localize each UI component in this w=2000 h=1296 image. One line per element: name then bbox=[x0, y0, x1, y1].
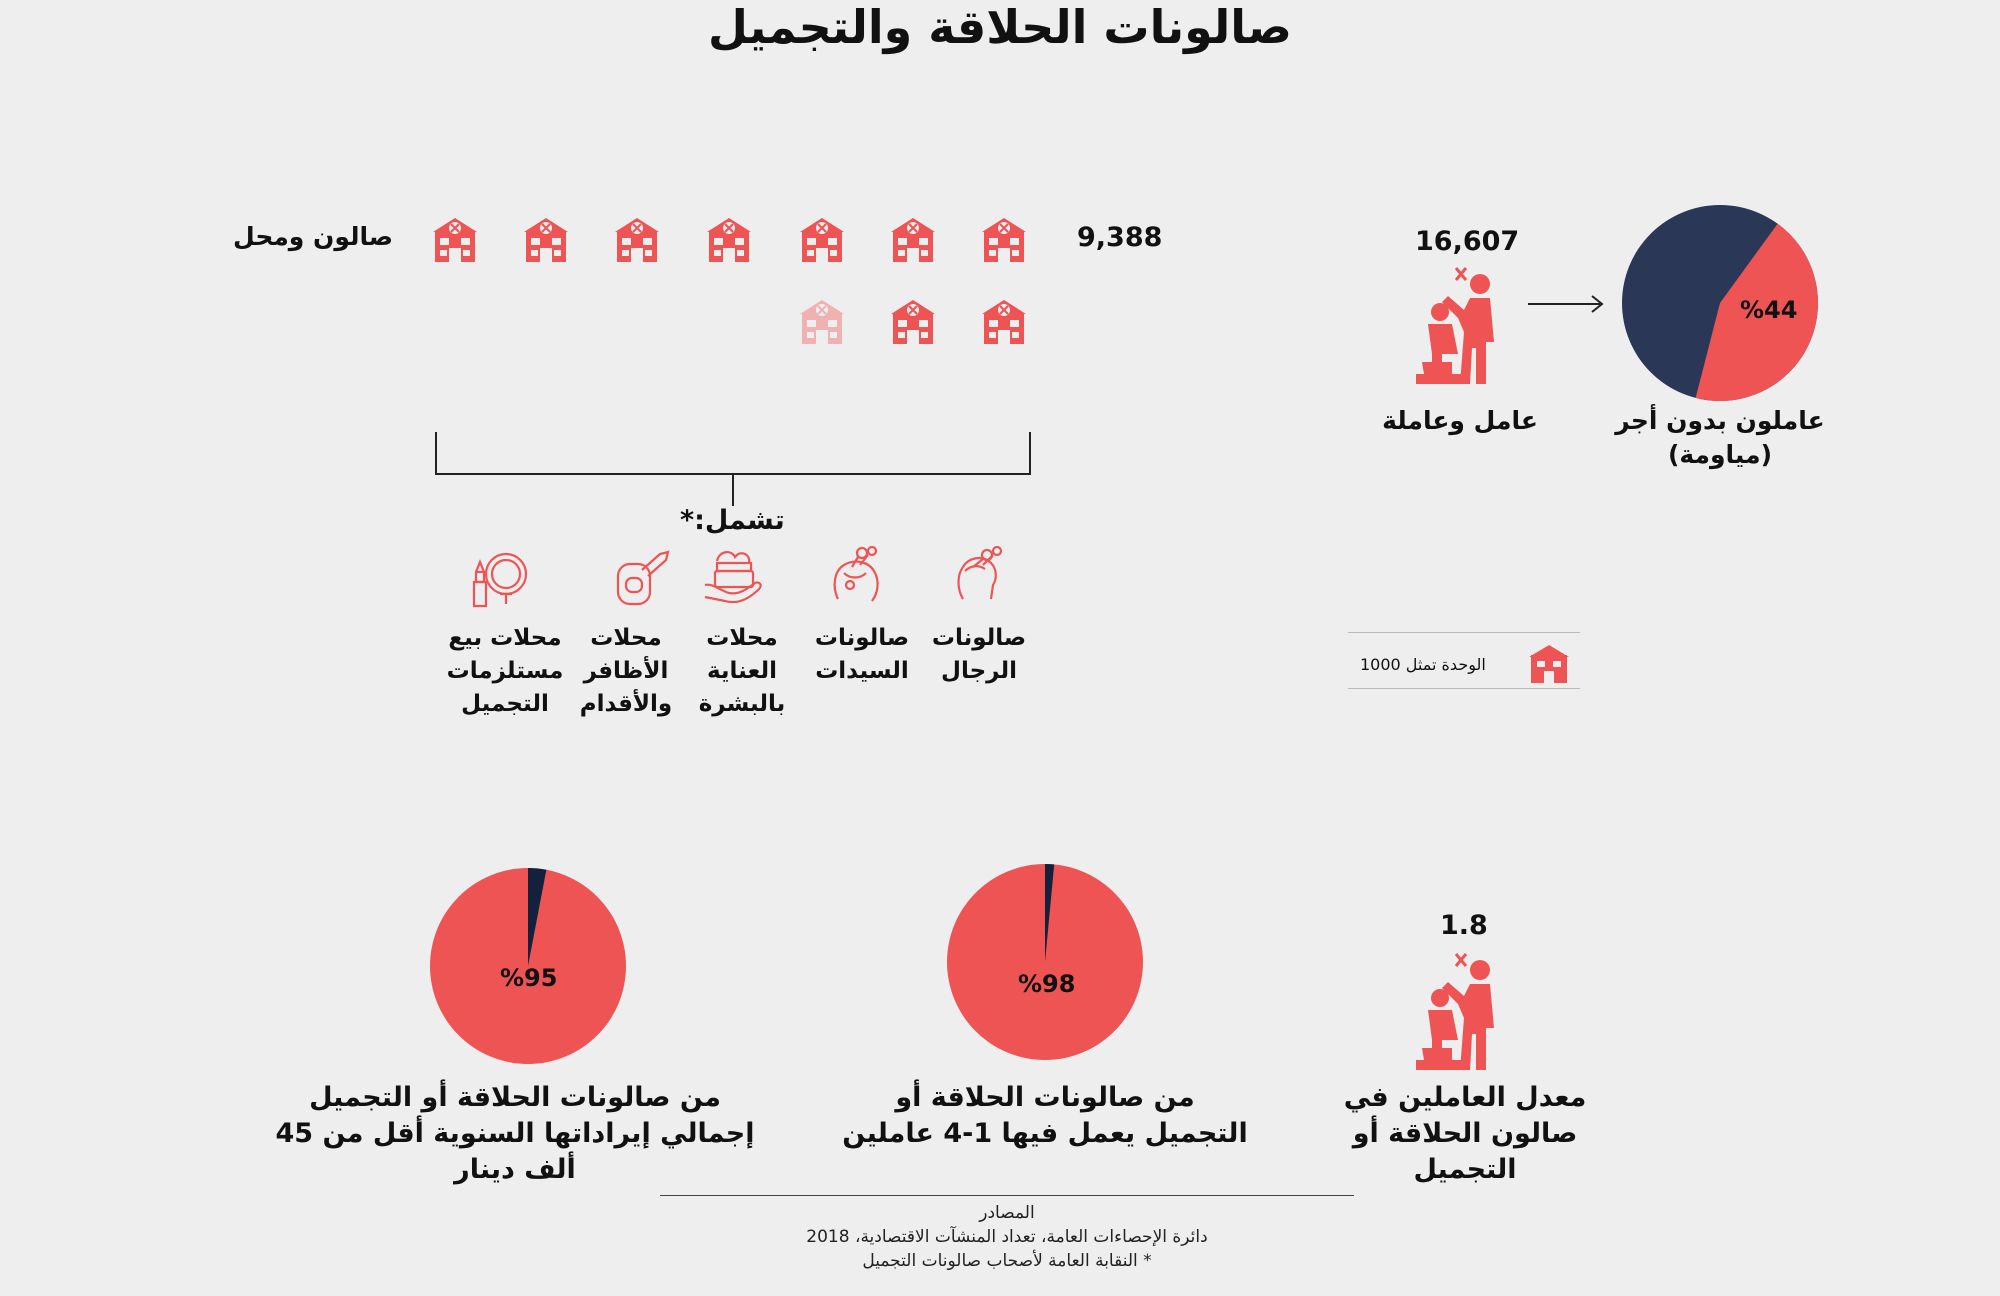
salon-unit-icon bbox=[978, 296, 1030, 348]
barber-with-customer-icon-2 bbox=[1412, 948, 1512, 1073]
pie-remainder-slice bbox=[1045, 864, 1055, 962]
includes-label: تشمل:* bbox=[680, 505, 785, 536]
sources-line-2: * النقابة العامة لأصحاب صالونات التجميل bbox=[862, 1251, 1152, 1271]
legend-rule bbox=[1348, 632, 1580, 633]
legend-rule-bottom bbox=[1348, 688, 1580, 689]
skin-care-cream-icon bbox=[703, 545, 765, 607]
salon-unit-icon bbox=[703, 214, 755, 266]
man-haircut-icon bbox=[953, 545, 1003, 603]
legend-text: الوحدة تمثل 1000 bbox=[1360, 655, 1486, 674]
salon-unit-icon bbox=[978, 214, 1030, 266]
cosmetics-mirror-lipstick-icon bbox=[470, 548, 532, 610]
salon-unit-icon bbox=[429, 214, 481, 266]
category-label-cosmetics-supplies: محلات بيع مستلزمات التجميل bbox=[446, 625, 564, 717]
workers-label: عامل وعاملة bbox=[1382, 406, 1538, 435]
salon-unit-icon bbox=[796, 296, 848, 348]
salon-unit-icon bbox=[611, 214, 663, 266]
unpaid-workers-pie bbox=[1622, 205, 1818, 401]
category-label-skin-care: محلات العناية بالبشرة bbox=[698, 625, 786, 717]
pie-remainder-slice bbox=[528, 868, 547, 966]
salon-building-icon bbox=[1527, 641, 1571, 685]
pie-unpaid-slice bbox=[1695, 223, 1818, 401]
salon-label: صالون ومحل bbox=[233, 222, 393, 251]
nail-polish-icon bbox=[612, 548, 674, 608]
sources-rule bbox=[660, 1195, 1354, 1196]
small-workforce-label: من صالونات الحلاقة أو التجميل يعمل فيها … bbox=[842, 1082, 1248, 1149]
avg-workers-label: معدل العاملين في صالون الحلاقة أو التجمي… bbox=[1343, 1082, 1587, 1185]
category-label-nails: محلات الأظافر والأقدام bbox=[579, 625, 673, 717]
small-workforce-percent: %98 bbox=[1018, 970, 1076, 998]
woman-hair-icon bbox=[830, 545, 886, 605]
sources-line-1: دائرة الإحصاءات العامة، تعداد المنشآت ال… bbox=[806, 1227, 1208, 1247]
salon-count: 9,388 bbox=[1077, 222, 1163, 253]
unpaid-workers-label: عاملون بدون أجر (مياومة) bbox=[1615, 406, 1825, 469]
salon-unit-icon bbox=[887, 296, 939, 348]
category-label-men-salons: صالونات الرجال bbox=[931, 625, 1027, 684]
revenue-label: من صالونات الحلاقة أو التجميل إجمالي إير… bbox=[275, 1082, 755, 1185]
revenue-percent: %95 bbox=[500, 964, 558, 992]
arrow-right-icon bbox=[1528, 295, 1604, 313]
revenue-pie bbox=[430, 868, 626, 1064]
barber-with-customer-icon bbox=[1412, 262, 1512, 387]
bracket-divider bbox=[435, 432, 1031, 506]
small-workforce-pie bbox=[947, 864, 1143, 1060]
salon-unit-icon bbox=[796, 214, 848, 266]
salon-unit-icon bbox=[887, 214, 939, 266]
workers-count: 16,607 bbox=[1415, 226, 1520, 257]
category-label-women-salons: صالونات السيدات bbox=[814, 625, 910, 684]
page-title: صالونات الحلاقة والتجميل bbox=[707, 0, 1292, 54]
sources-heading: المصادر bbox=[979, 1203, 1035, 1223]
unpaid-percent-label: %44 bbox=[1740, 296, 1798, 324]
avg-workers-value: 1.8 bbox=[1440, 910, 1488, 941]
salon-unit-icon bbox=[520, 214, 572, 266]
